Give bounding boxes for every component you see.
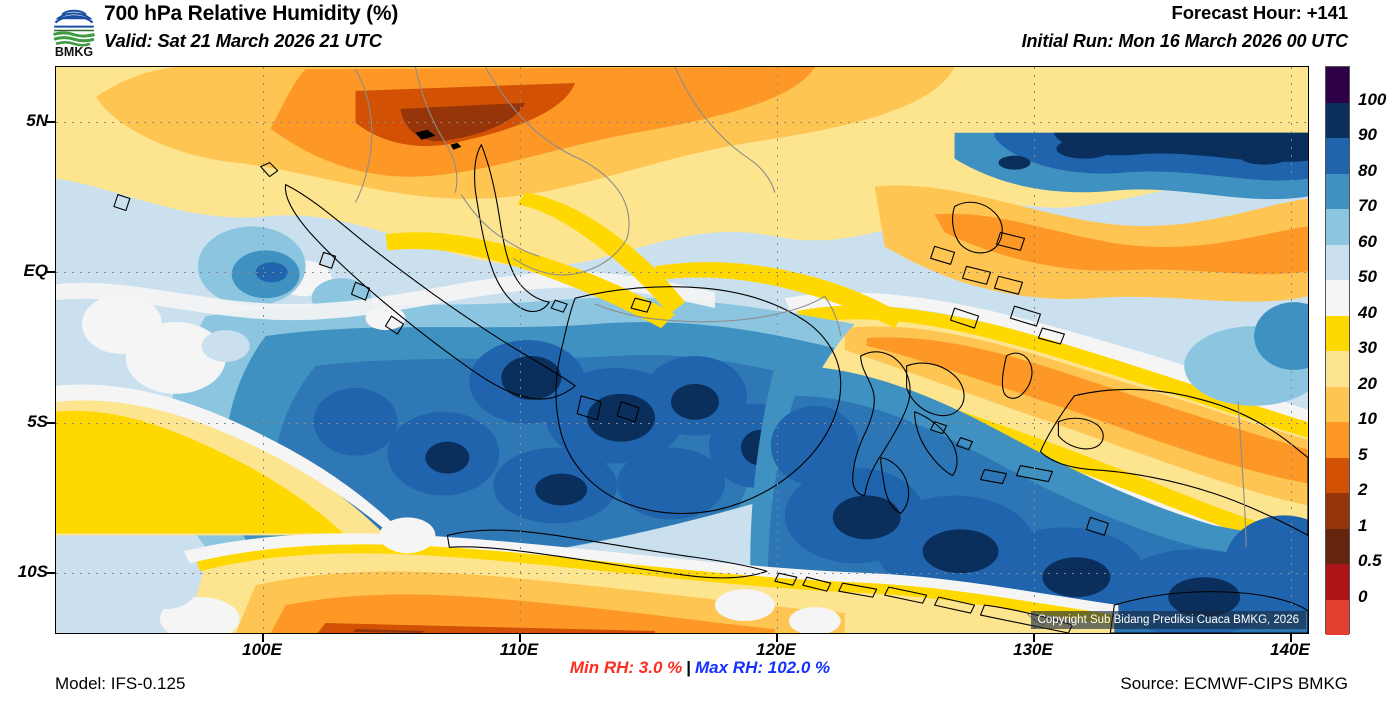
colorbar-label-30: 30 — [1358, 338, 1377, 357]
max-rh-value: Max RH: 102.0 % — [695, 658, 831, 677]
colorbar-label-50: 50 — [1358, 267, 1377, 286]
colorbar-label-90: 90 — [1358, 125, 1377, 144]
colorbar-segment-2 — [1326, 457, 1349, 493]
y-tick-3 — [47, 572, 55, 574]
colorbar-segment-0 — [1326, 564, 1349, 600]
x-tick-3 — [1033, 634, 1035, 642]
x-tick-1 — [519, 634, 521, 642]
colorbar-label-0: 0 — [1358, 586, 1368, 606]
source-label: Source: ECMWF-CIPS BMKG — [1120, 674, 1348, 693]
colorbar-label-40: 40 — [1358, 302, 1377, 322]
map-gridlines — [56, 67, 1308, 633]
initial-run-label: Initial Run: Mon 16 March 2026 00 UTC — [1021, 31, 1348, 51]
colorbar-label-0.5: 0.5 — [1358, 551, 1382, 570]
colorbar-segment-min — [1326, 599, 1349, 635]
x-axis-label-120e: 120E — [756, 640, 796, 659]
colorbar-label-1: 1 — [1358, 515, 1368, 535]
y-tick-0 — [47, 121, 55, 123]
colorbar-segment-10 — [1326, 386, 1349, 422]
colorbar-segment-0.5 — [1326, 528, 1349, 564]
y-tick-2 — [47, 422, 55, 424]
colorbar-segment-70 — [1326, 173, 1349, 209]
model-label: Model: IFS-0.125 — [55, 674, 186, 693]
colorbar-segment-90 — [1326, 102, 1349, 138]
colorbar-segment-50 — [1326, 244, 1349, 280]
valid-time-label: Valid: Sat 21 March 2026 21 UTC — [104, 30, 382, 51]
x-axis-label-100e: 100E — [242, 640, 282, 659]
page-title: 700 hPa Relative Humidity (%) — [104, 2, 399, 25]
colorbar-segment-100 — [1326, 67, 1349, 103]
colorbar-label-5: 5 — [1358, 444, 1368, 464]
x-axis-label-110e: 110E — [499, 640, 539, 659]
forecast-hour-label: Forecast Hour: +141 — [1171, 2, 1349, 23]
colorbar-label-10: 10 — [1358, 409, 1377, 428]
map-plot-area[interactable]: Copyright Sub Bidang Prediksi Cuaca BMKG… — [55, 66, 1309, 634]
header-right: Forecast Hour: +141 Initial Run: Mon 16 … — [1022, 2, 1348, 52]
colorbar-segment-80 — [1326, 138, 1349, 174]
y-axis-label-eq: EQ — [23, 261, 48, 280]
colorbar-segment-40 — [1326, 280, 1349, 316]
humidity-contour-fill — [56, 67, 1308, 633]
x-tick-0 — [262, 634, 264, 642]
colorbar-segment-5 — [1326, 422, 1349, 458]
x-axis-label-140e: 140E — [1270, 640, 1310, 659]
x-tick-4 — [1290, 634, 1292, 642]
y-axis-label-5s: 5S — [27, 412, 48, 431]
bmkg-logo: BMKG — [46, 5, 102, 59]
copyright-watermark: Copyright Sub Bidang Prediksi Cuaca BMKG… — [1030, 611, 1306, 629]
colorbar-segment-60 — [1326, 209, 1349, 245]
colorbar-label-70: 70 — [1358, 196, 1377, 215]
colorbar[interactable] — [1325, 66, 1350, 635]
min-max-separator: | — [686, 658, 692, 677]
y-axis-label-5n: 5N — [26, 111, 48, 130]
colorbar-segment-20 — [1326, 351, 1349, 387]
colorbar-label-80: 80 — [1358, 160, 1377, 180]
y-tick-1 — [47, 271, 55, 273]
colorbar-label-2: 2 — [1358, 480, 1368, 499]
min-max-rh-row: Min RH: 3.0 % | Max RH: 102.0 % — [0, 658, 1400, 678]
bmkg-logo-text: BMKG — [55, 45, 93, 57]
y-axis-label-10s: 10S — [17, 562, 48, 581]
colorbar-label-20: 20 — [1358, 373, 1377, 393]
colorbar-segment-30 — [1326, 315, 1349, 351]
coastline-overlay — [56, 67, 1308, 633]
x-tick-2 — [776, 634, 778, 642]
colorbar-label-60: 60 — [1358, 231, 1377, 251]
x-axis-label-130e: 130E — [1013, 640, 1053, 659]
colorbar-segment-1 — [1326, 493, 1349, 529]
colorbar-label-100: 100 — [1358, 89, 1387, 109]
min-rh-value: Min RH: 3.0 % — [569, 658, 683, 677]
